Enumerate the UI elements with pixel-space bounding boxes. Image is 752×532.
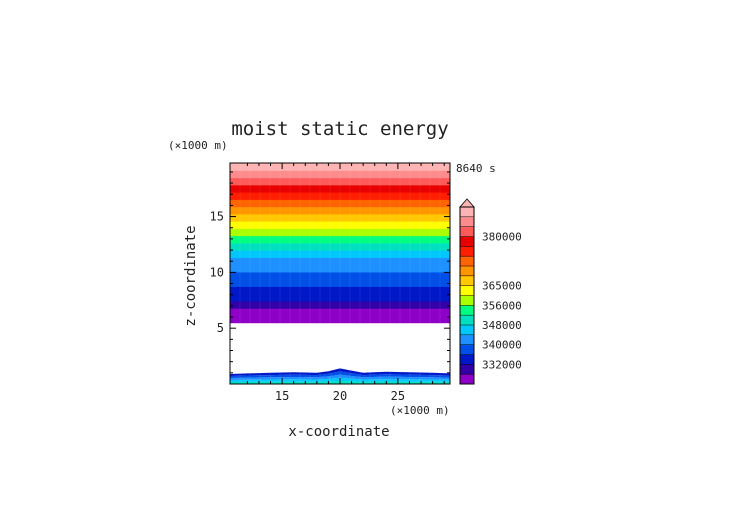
axis-ticks: 15 20 25 5 10 15	[210, 163, 450, 403]
energy-band	[230, 264, 450, 273]
surface-band	[230, 371, 450, 378]
colorbar-swatch	[460, 226, 474, 237]
y-tick-label: 5	[217, 321, 224, 335]
colorbar-label: 356000	[482, 299, 522, 312]
y-tick-label: 15	[210, 210, 224, 224]
colorbar-label: 365000	[482, 280, 522, 293]
x-tick-label: 15	[275, 389, 289, 403]
energy-band	[230, 308, 450, 316]
energy-band	[230, 279, 450, 287]
colorbar-label: 348000	[482, 319, 522, 332]
colorbar-label: 340000	[482, 339, 522, 352]
colorbar-swatch	[460, 207, 474, 218]
colorbar-swatch	[460, 246, 474, 257]
energy-band	[230, 257, 450, 266]
energy-band	[230, 170, 450, 179]
energy-band	[230, 250, 450, 258]
surface-band	[230, 374, 450, 380]
energy-band	[230, 206, 450, 215]
colorbar-swatch	[460, 256, 474, 267]
colorbar-swatch	[460, 285, 474, 296]
energy-band	[230, 213, 450, 222]
colorbar-extend-arrow	[459, 198, 475, 208]
x-tick-label: 25	[391, 389, 405, 403]
colorbar-swatch	[460, 305, 474, 316]
energy-band	[230, 286, 450, 295]
energy-band	[230, 192, 450, 200]
colorbar-label: 380000	[482, 231, 522, 244]
colorbar-swatch	[460, 364, 474, 375]
energy-band	[230, 315, 450, 324]
energy-band	[230, 235, 450, 244]
y-tick-label: 10	[210, 265, 224, 279]
colorbar-swatch	[460, 315, 474, 326]
energy-band	[230, 300, 450, 309]
chart-title: moist static energy	[231, 118, 448, 140]
x-tick-label: 20	[333, 389, 347, 403]
energy-band	[230, 221, 450, 229]
energy-band	[230, 199, 450, 208]
surface-band	[230, 368, 450, 376]
x-axis-label: x-coordinate	[288, 424, 389, 440]
colorbar-swatch	[460, 266, 474, 277]
colorbar: 380000 365000 356000 348000 340000 332000	[459, 198, 522, 385]
colorbar-swatch	[460, 295, 474, 306]
y-unit-label: (×1000 m)	[168, 139, 228, 152]
colorbar-swatch	[460, 334, 474, 346]
energy-band	[230, 293, 450, 302]
energy-band	[230, 184, 450, 193]
colorbar-swatch	[460, 275, 474, 287]
plot-area	[229, 163, 451, 384]
energy-band	[230, 177, 450, 186]
energy-band	[230, 228, 450, 237]
colorbar-label: 332000	[482, 358, 522, 371]
y-axis-label: z-coordinate	[183, 225, 199, 326]
energy-band	[230, 271, 450, 280]
energy-band	[230, 242, 450, 251]
time-label: 8640 s	[456, 162, 496, 175]
colorbar-swatch	[460, 374, 474, 385]
colorbar-swatch	[460, 236, 474, 247]
colorbar-swatch	[460, 354, 474, 365]
x-unit-label: (×1000 m)	[390, 404, 450, 417]
colorbar-swatch	[460, 344, 474, 355]
colorbar-swatch	[460, 216, 474, 228]
colorbar-swatch	[460, 325, 474, 336]
